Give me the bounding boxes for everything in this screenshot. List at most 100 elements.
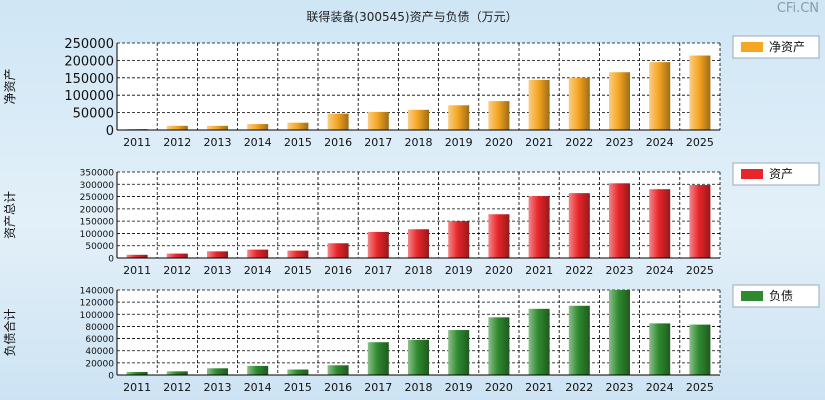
bar-net_assets-2020: [488, 101, 510, 130]
bar-net_assets-2022: [568, 77, 590, 130]
y-tick-label: 150000: [64, 72, 114, 87]
x-tick-label: 2019: [445, 264, 473, 277]
bar-net_assets-2021: [528, 79, 550, 130]
bar-total_assets-2020: [488, 214, 510, 258]
legend-swatch: [741, 169, 763, 179]
x-tick-label: 2011: [123, 136, 151, 149]
x-tick-label: 2013: [204, 264, 232, 277]
bar-total_liabilities-2023: [609, 290, 630, 375]
bar-net_assets-2024: [649, 62, 671, 130]
x-tick-label: 2020: [485, 136, 513, 149]
bar-total_assets-2019: [448, 221, 470, 258]
x-tick-label: 2017: [364, 136, 392, 149]
bar-total_liabilities-2011: [126, 371, 148, 375]
legend-swatch: [741, 42, 763, 52]
x-tick-label: 2016: [324, 264, 352, 277]
x-tick-label: 2021: [525, 381, 553, 394]
y-axis-label: 资产总计: [3, 191, 17, 239]
x-tick-label: 2015: [284, 381, 312, 394]
x-tick-label: 2015: [284, 136, 312, 149]
y-tick-label: 140000: [80, 287, 115, 297]
bar-total_liabilities-2012: [166, 371, 188, 375]
legend-swatch: [741, 291, 763, 301]
x-tick-label: 2020: [485, 264, 513, 277]
bar-total_assets-2015: [287, 250, 309, 258]
y-tick-label: 200000: [64, 54, 114, 69]
x-tick-label: 2022: [565, 264, 593, 277]
panel-net_assets: 0 50000 100000 150000 200000 250000 2011 2012 20…: [3, 35, 820, 149]
bar-total_assets-2012: [166, 253, 188, 258]
x-tick-label: 2013: [204, 136, 232, 149]
bar-total_assets-2024: [649, 189, 671, 258]
x-tick-label: 2024: [646, 136, 674, 149]
x-tick-label: 2018: [405, 381, 433, 394]
x-tick-label: 2024: [646, 264, 674, 277]
x-tick-label: 2025: [686, 136, 714, 149]
chart-title: 联得装备(300545)资产与负债（万元）: [306, 9, 517, 24]
bar-net_assets-2015: [287, 122, 309, 130]
y-tick-label: 50000: [85, 242, 114, 252]
bar-net_assets-2018: [408, 109, 429, 130]
bar-net_assets-2017: [367, 111, 389, 130]
panel-total_assets: 0 50000 100000 150000 200000 250000 300000 3500…: [3, 162, 820, 277]
bar-net_assets-2023: [609, 72, 630, 130]
bar-total_assets-2025: [689, 185, 711, 258]
bar-total_assets-2014: [247, 249, 269, 258]
bar-total_liabilities-2022: [568, 305, 590, 375]
y-tick-label: 100000: [80, 311, 115, 321]
y-tick-label: 250000: [64, 37, 114, 52]
y-tick-label: 60000: [85, 335, 114, 345]
y-axis-label: 净资产: [3, 68, 17, 104]
legend-label: 资产: [769, 167, 793, 181]
bar-total_assets-2018: [408, 229, 429, 258]
bar-total_assets-2011: [126, 254, 148, 258]
x-tick-label: 2020: [485, 381, 513, 394]
watermark: CFi.CN: [776, 1, 819, 16]
legend-box: [732, 35, 820, 59]
x-tick-label: 2017: [364, 264, 392, 277]
x-tick-label: 2018: [405, 264, 433, 277]
y-tick-label: 300000: [80, 181, 115, 191]
bar-total_liabilities-2015: [287, 369, 309, 375]
y-tick-label: 20000: [85, 359, 114, 369]
legend-label: 净资产: [769, 40, 805, 54]
x-tick-label: 2016: [324, 381, 352, 394]
y-tick-label: 0: [106, 124, 114, 139]
x-tick-label: 2014: [244, 381, 272, 394]
x-tick-label: 2022: [565, 381, 593, 394]
y-tick-label: 0: [108, 255, 114, 265]
x-tick-label: 2025: [686, 264, 714, 277]
x-tick-label: 2014: [244, 136, 272, 149]
y-tick-label: 40000: [85, 347, 114, 357]
x-tick-label: 2012: [163, 381, 191, 394]
y-tick-label: 50000: [73, 107, 114, 122]
y-tick-label: 200000: [80, 205, 115, 215]
legend-box: [732, 284, 820, 308]
bar-total_assets-2013: [207, 251, 228, 258]
bar-net_assets-2013: [207, 125, 228, 130]
x-tick-label: 2024: [646, 381, 674, 394]
x-tick-label: 2023: [606, 264, 634, 277]
x-tick-label: 2012: [163, 264, 191, 277]
y-tick-label: 100000: [64, 89, 114, 104]
bar-total_assets-2021: [528, 196, 550, 258]
bar-total_liabilities-2025: [689, 324, 711, 375]
bar-net_assets-2025: [689, 55, 711, 130]
x-tick-label: 2016: [324, 136, 352, 149]
x-tick-label: 2011: [123, 381, 151, 394]
bar-total_liabilities-2021: [528, 308, 550, 375]
x-tick-label: 2018: [405, 136, 433, 149]
bar-total_liabilities-2016: [327, 365, 349, 375]
bar-total_liabilities-2019: [448, 330, 470, 375]
bar-total_liabilities-2014: [247, 365, 269, 375]
bar-net_assets-2012: [166, 125, 188, 130]
bar-net_assets-2014: [247, 124, 269, 130]
y-tick-label: 120000: [80, 299, 115, 309]
x-tick-label: 2021: [525, 136, 553, 149]
x-tick-label: 2023: [606, 136, 634, 149]
x-tick-label: 2013: [204, 381, 232, 394]
bar-total_assets-2023: [609, 183, 630, 258]
x-tick-label: 2022: [565, 136, 593, 149]
x-tick-label: 2019: [445, 381, 473, 394]
